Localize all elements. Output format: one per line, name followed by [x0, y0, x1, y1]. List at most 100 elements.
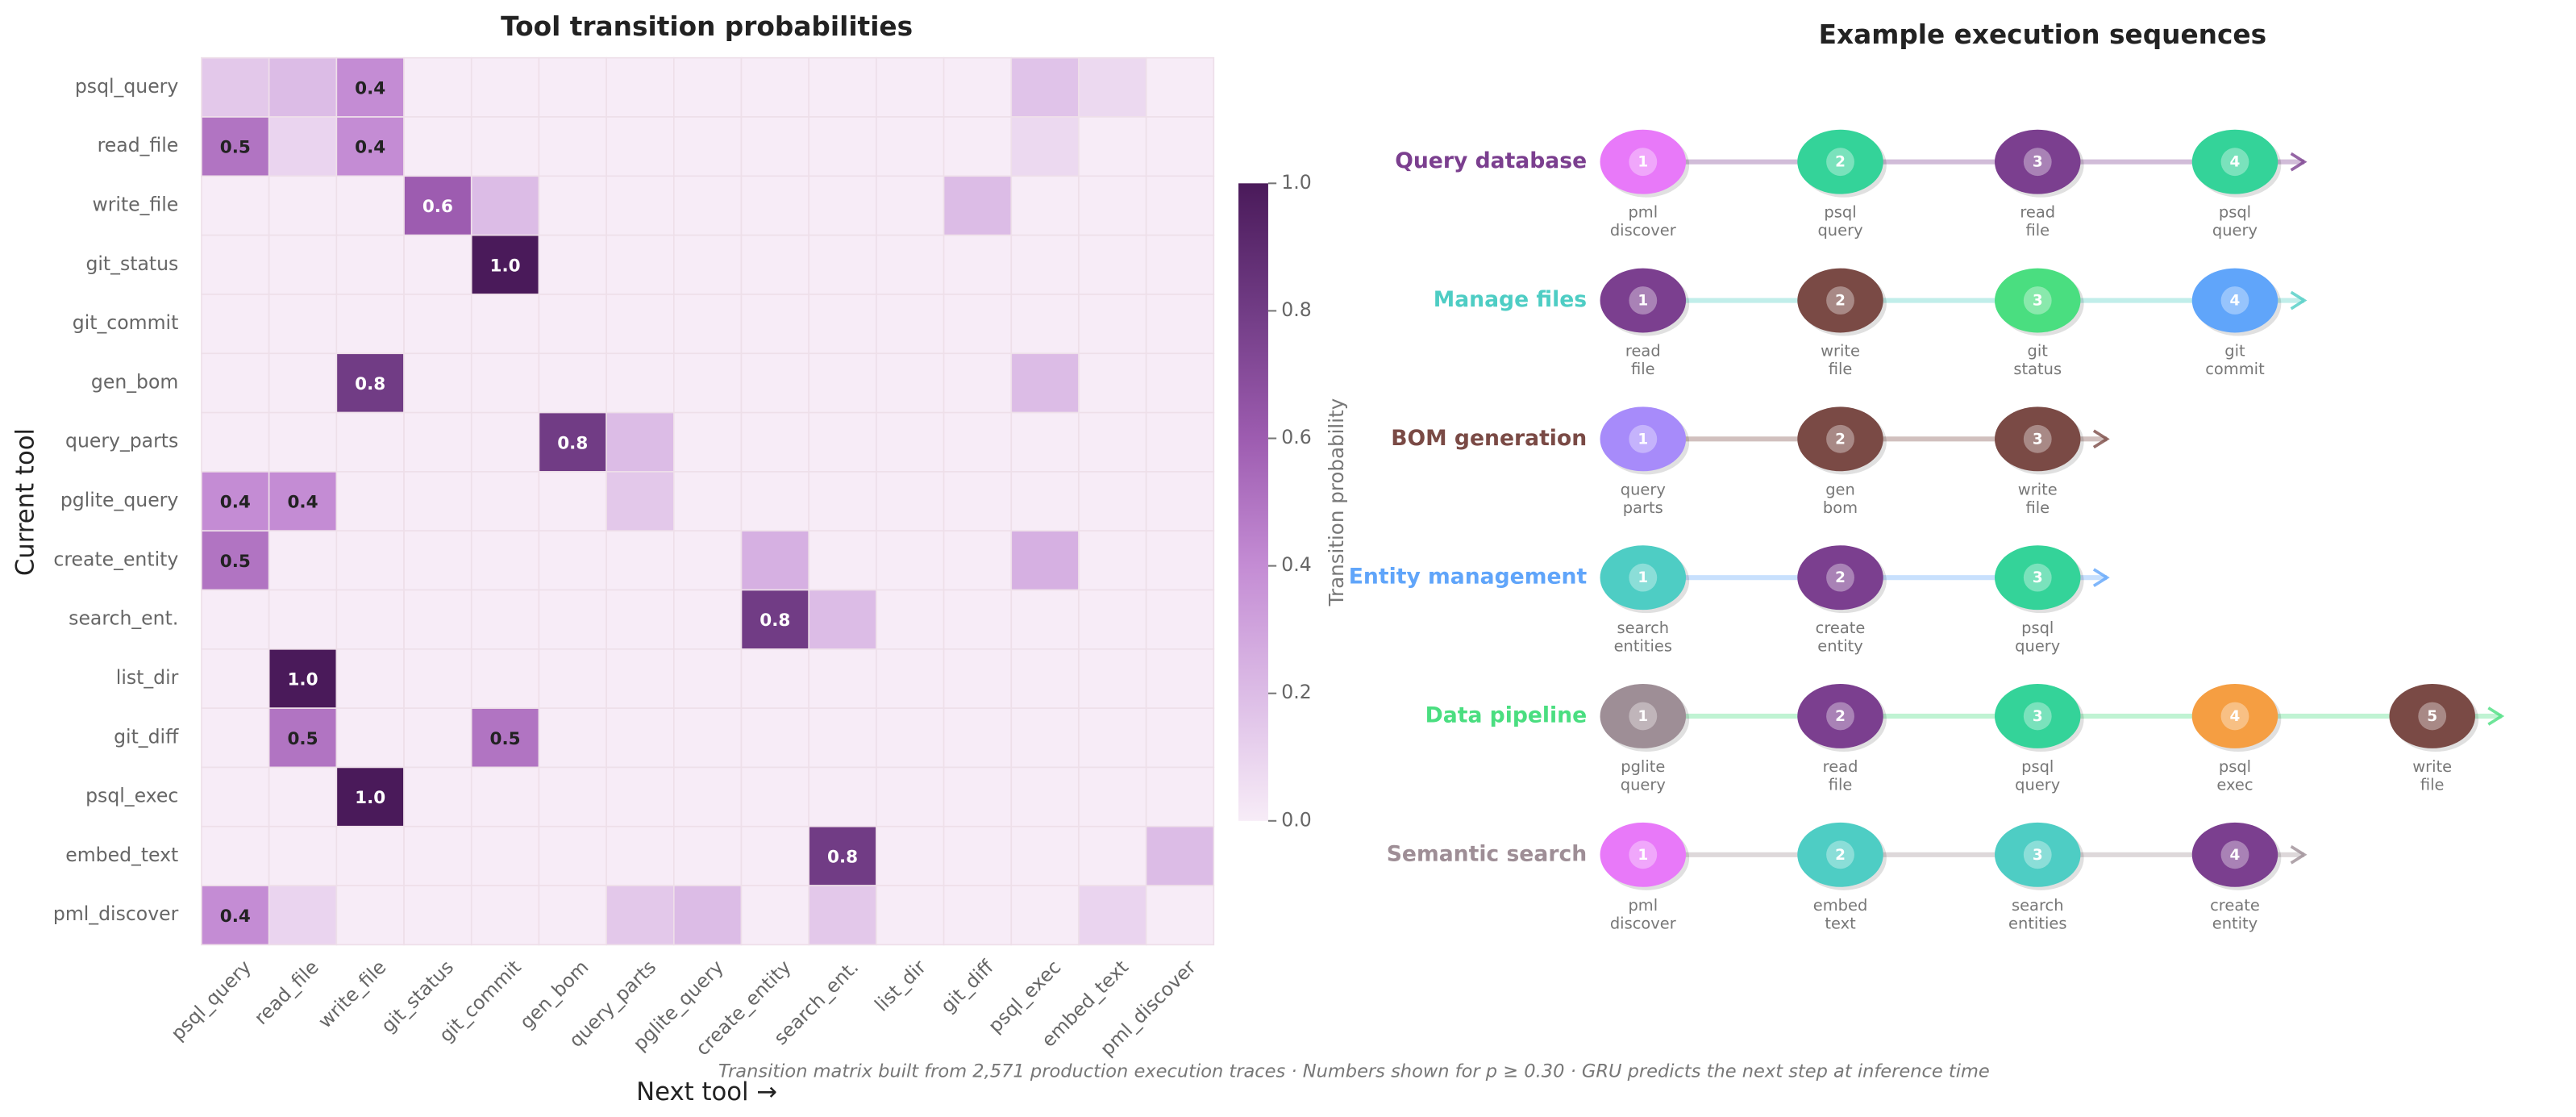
- step-badge: [1826, 563, 1854, 592]
- heatmap-cell: [538, 766, 607, 827]
- sequence-arrow: [2092, 568, 2110, 587]
- heatmap-cell: [943, 885, 1013, 946]
- step-label: commit: [2205, 360, 2265, 378]
- step-label: discover: [1610, 221, 1676, 240]
- heatmap-cell: [201, 885, 270, 946]
- step-label: entity: [1817, 637, 1862, 656]
- heatmap-cell: [943, 234, 1013, 295]
- heatmap-cell: [403, 471, 472, 532]
- sequence-name: BOM generation: [1391, 426, 1587, 451]
- heatmap-cell: [808, 885, 877, 946]
- heatmap-cell: [201, 648, 270, 709]
- heatmap-cell: [606, 648, 675, 709]
- step-number: 1: [1638, 431, 1648, 448]
- step-label: psql: [2219, 757, 2251, 776]
- heatmap-cell: [1145, 56, 1215, 118]
- heatmap-cell: [1145, 116, 1215, 177]
- cell-value-label: 0.4: [220, 493, 251, 513]
- heatmap-cell: [1078, 885, 1147, 946]
- heatmap-cell: [268, 294, 338, 355]
- colorbar-label: Transition probability: [1325, 398, 1348, 607]
- step-label: search: [2012, 896, 2064, 915]
- heatmap-cell: [1010, 471, 1080, 532]
- step-number: 1: [1638, 708, 1648, 725]
- heatmap-cell: [268, 116, 338, 177]
- heatmap-cell: [538, 530, 607, 591]
- heatmap-cell: [201, 707, 270, 769]
- heatmap-cell: [335, 411, 405, 473]
- heatmap-cell: [268, 234, 338, 295]
- cell-value-label: 1.0: [287, 670, 318, 690]
- heatmap-cell: [1010, 352, 1080, 414]
- step-node: [1995, 684, 2081, 748]
- heatmap-cell: [740, 825, 810, 886]
- heatmap-cell: [1078, 589, 1147, 650]
- heatmap-cell: [943, 116, 1013, 177]
- cell-value-label: 0.8: [355, 374, 385, 394]
- heatmap-cell: [1145, 766, 1215, 827]
- heatmap-cell: [606, 707, 675, 769]
- step-badge: [1629, 286, 1658, 315]
- sequence-arrow: [2290, 844, 2308, 865]
- step-label: file: [1829, 775, 1853, 794]
- row-label: list_dir: [116, 666, 179, 689]
- step-label: pglite: [1621, 757, 1665, 776]
- heatmap-cell: [808, 707, 877, 769]
- heatmap-cell: [740, 411, 810, 473]
- step-node: [1995, 129, 2081, 194]
- heatmap-cell: [1078, 648, 1147, 709]
- step-badge: [1826, 840, 1854, 869]
- heatmap-cell: [740, 56, 810, 118]
- step-badge: [2220, 286, 2249, 315]
- sequence-name: Manage files: [1434, 287, 1587, 312]
- step-node: [1797, 268, 1883, 333]
- heatmap-cell: [403, 116, 472, 177]
- heatmap-cell: [740, 766, 810, 827]
- heatmap-cell: [201, 234, 270, 295]
- heatmap-cell: [808, 352, 877, 414]
- heatmap-cell: [268, 530, 338, 591]
- heatmap-cell: [201, 116, 270, 177]
- heatmap-cell: [808, 411, 877, 473]
- heatmap-cell: [335, 885, 405, 946]
- heatmap-cell: [1010, 766, 1080, 827]
- heatmap-cell: [201, 471, 270, 532]
- row-label: embed_text: [65, 844, 178, 866]
- cell-value-label: 0.8: [759, 611, 790, 631]
- heatmap-cell: [1145, 530, 1215, 591]
- row-label: read_file: [98, 134, 179, 156]
- step-node: [1600, 545, 1687, 611]
- heatmap-cell: [740, 234, 810, 295]
- step-label: write: [1821, 341, 1860, 360]
- heatmap-cell: [808, 234, 877, 295]
- heatmap-cell: [606, 411, 675, 473]
- column-label: git_diff: [936, 955, 998, 1017]
- step-number: 5: [2427, 708, 2437, 725]
- heatmap-cell: [335, 530, 405, 591]
- colorbar-tick-label: 0.2: [1281, 681, 1311, 703]
- step-label: pml: [1628, 896, 1658, 915]
- heatmap-cell: [201, 56, 270, 118]
- heatmap-cell: [1010, 589, 1080, 650]
- step-label: pml: [1628, 203, 1658, 222]
- heatmap-cell: [808, 175, 877, 236]
- heatmap-cell: [470, 648, 540, 709]
- heatmap-cell: [740, 116, 810, 177]
- cell-value-label: 0.6: [422, 197, 453, 217]
- heatmap-cell: [1078, 707, 1147, 769]
- step-number: 2: [1835, 569, 1846, 586]
- step-node: [2389, 684, 2475, 748]
- heatmap-cell: [606, 825, 675, 886]
- heatmap-cell: [403, 294, 472, 355]
- heatmap-cell: [943, 825, 1013, 886]
- row-label: query_parts: [65, 430, 178, 452]
- heatmap-cell: [606, 234, 675, 295]
- step-label: read: [1823, 757, 1858, 776]
- step-node: [1797, 545, 1883, 611]
- heatmap-cell: [470, 589, 540, 650]
- heatmap-cell: [1078, 766, 1147, 827]
- heatmap-cell: [1010, 116, 1080, 177]
- step-number: 2: [1835, 293, 1846, 310]
- step-number: 2: [1835, 431, 1846, 448]
- heatmap-cell: [335, 648, 405, 709]
